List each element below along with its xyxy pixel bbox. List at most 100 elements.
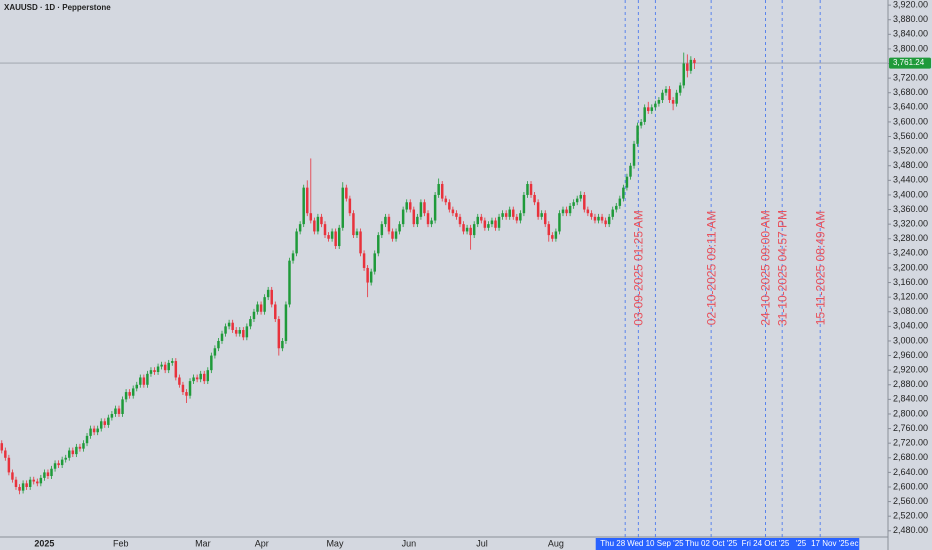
chart-title: XAUUSD · 1D · Pepperstone bbox=[4, 3, 111, 12]
time-label: Thu 02 Oct '25 bbox=[685, 539, 738, 548]
candle-body bbox=[124, 392, 128, 400]
candle-body bbox=[593, 216, 597, 221]
candle-body bbox=[611, 209, 614, 217]
candle-body bbox=[96, 428, 99, 433]
candle-body bbox=[266, 289, 270, 298]
candle-body bbox=[82, 443, 85, 449]
candle-body bbox=[263, 297, 266, 312]
candle-body bbox=[153, 370, 156, 372]
candle-body bbox=[306, 187, 309, 214]
candle-body bbox=[341, 187, 345, 228]
candle-body bbox=[199, 373, 202, 380]
y-tick-label: 3,680.00 bbox=[893, 87, 928, 97]
candle-body bbox=[529, 183, 533, 195]
y-tick-label: 2,960.00 bbox=[893, 350, 928, 360]
x-tick-label: 2025 bbox=[34, 538, 54, 548]
x-tick-label: Feb bbox=[113, 538, 129, 548]
candle-body bbox=[561, 209, 565, 214]
candle-body bbox=[632, 143, 636, 166]
candle-body bbox=[249, 319, 252, 327]
candle-body bbox=[309, 213, 313, 221]
candle-body bbox=[256, 304, 259, 312]
x-tick-label: Jul bbox=[476, 538, 488, 548]
candle-body bbox=[295, 231, 298, 254]
candle-body bbox=[565, 209, 568, 214]
candle-body bbox=[259, 304, 263, 312]
candle-body bbox=[654, 103, 657, 108]
candle-body bbox=[85, 435, 89, 444]
candle-body bbox=[625, 176, 629, 188]
candle-body bbox=[156, 366, 160, 372]
candle-body bbox=[178, 377, 181, 385]
candle-body bbox=[43, 472, 46, 478]
candle-body bbox=[501, 213, 504, 217]
candle-body bbox=[242, 330, 245, 338]
candle-body bbox=[36, 481, 39, 484]
candle-body bbox=[444, 198, 448, 203]
candle-body bbox=[639, 121, 643, 126]
candle-body bbox=[512, 209, 515, 217]
candle-body bbox=[604, 220, 607, 225]
candle-body bbox=[391, 231, 394, 239]
y-tick-label: 3,400.00 bbox=[893, 189, 928, 199]
candle-body bbox=[568, 205, 572, 214]
candle-body bbox=[515, 216, 519, 221]
candle-body bbox=[462, 224, 465, 232]
candle-body bbox=[458, 216, 462, 225]
last-price-box bbox=[889, 57, 931, 69]
candle-body bbox=[320, 216, 323, 225]
y-tick-label: 3,560.00 bbox=[893, 131, 928, 141]
x-tick-label: Mar bbox=[195, 538, 211, 548]
candle-body bbox=[330, 231, 334, 239]
candle-body bbox=[664, 89, 668, 93]
candle-body bbox=[522, 194, 526, 214]
candle-body bbox=[412, 209, 416, 225]
candle-body bbox=[590, 213, 593, 217]
y-tick-label: 3,320.00 bbox=[893, 219, 928, 229]
x-tick-label: Jun bbox=[402, 538, 417, 548]
candle-body bbox=[597, 216, 600, 221]
y-tick-label: 2,720.00 bbox=[893, 438, 928, 448]
candle-body bbox=[554, 231, 558, 239]
candle-body bbox=[291, 253, 295, 261]
candle-body bbox=[195, 377, 199, 380]
candle-body bbox=[28, 479, 32, 487]
candle-body bbox=[508, 209, 511, 217]
candle-body bbox=[401, 209, 405, 225]
candle-body bbox=[600, 216, 604, 221]
candle-body bbox=[110, 413, 114, 418]
y-tick-label: 2,480.00 bbox=[893, 525, 928, 535]
candle-body bbox=[675, 92, 678, 104]
candle-body bbox=[89, 428, 92, 436]
candle-body bbox=[7, 457, 11, 473]
candle-body bbox=[583, 194, 586, 210]
candle-body bbox=[99, 421, 103, 429]
candle-body bbox=[636, 125, 639, 144]
candle-body bbox=[359, 231, 362, 254]
event-label: 24-10-2025 09:00 AM bbox=[759, 210, 773, 325]
x-tick-label: May bbox=[326, 538, 344, 548]
candle-body bbox=[487, 224, 490, 228]
candle-body bbox=[171, 361, 174, 363]
candle-body bbox=[174, 361, 178, 378]
candle-body bbox=[409, 202, 412, 210]
candle-body bbox=[646, 107, 650, 111]
candle-body bbox=[618, 198, 622, 206]
candle-body bbox=[224, 326, 227, 334]
candle-body bbox=[313, 220, 316, 232]
candle-body bbox=[53, 463, 57, 469]
y-tick-label: 3,000.00 bbox=[893, 335, 928, 345]
candle-body bbox=[160, 364, 163, 367]
candle-body bbox=[274, 304, 277, 320]
candle-body bbox=[661, 92, 664, 101]
candle-body bbox=[416, 216, 419, 225]
candle-body bbox=[50, 468, 53, 477]
candle-body bbox=[39, 477, 43, 484]
candle-body bbox=[455, 213, 458, 217]
candle-body bbox=[345, 187, 348, 199]
y-tick-label: 2,680.00 bbox=[893, 452, 928, 462]
candle-body bbox=[497, 216, 501, 228]
y-tick-label: 3,880.00 bbox=[893, 14, 928, 24]
candle-body bbox=[494, 220, 497, 228]
